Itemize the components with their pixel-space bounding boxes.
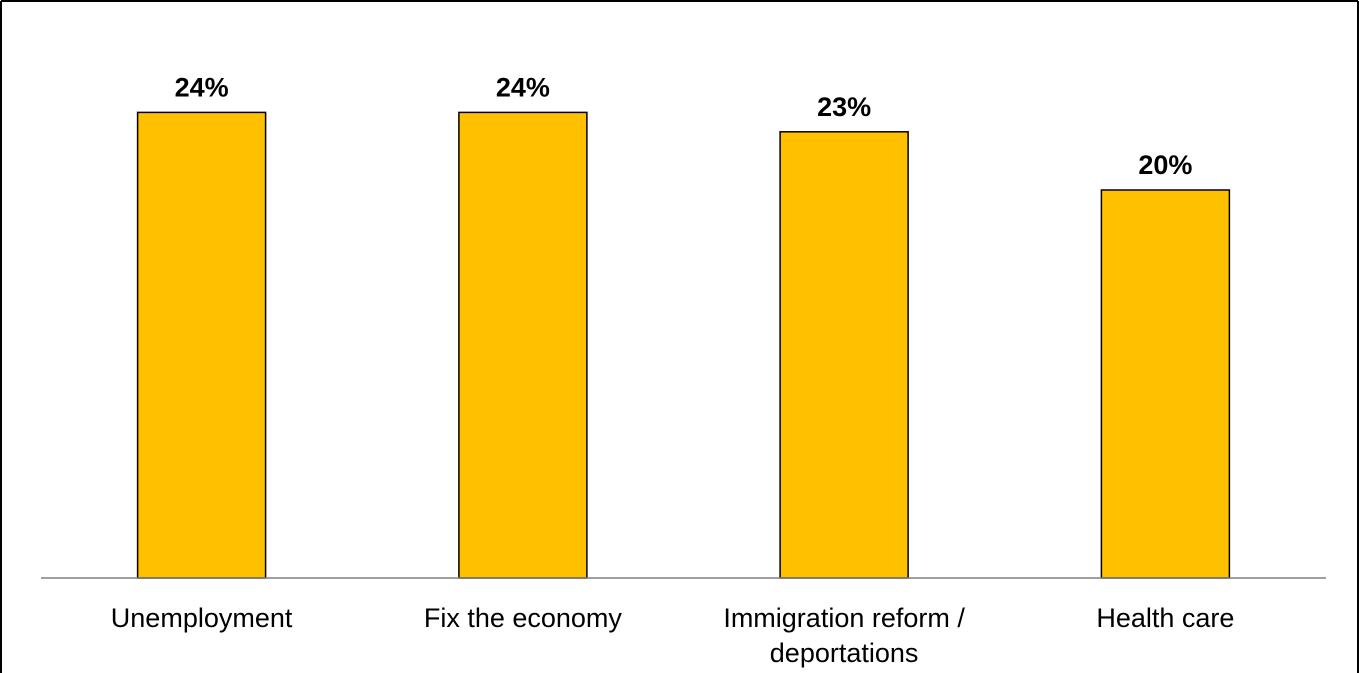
data-label-1: 24% [175, 72, 229, 102]
category-label-line: Health care [1096, 603, 1234, 633]
bar-3 [779, 131, 909, 579]
bar-1 [136, 111, 267, 579]
data-label-3: 23% [817, 92, 871, 122]
category-label-line: Unemployment [111, 603, 293, 633]
category-label-3: Immigration reform / deportations [723, 603, 965, 668]
category-label-2: Fix the economy [424, 603, 623, 633]
category-label-line: Fix the economy [424, 603, 623, 633]
bar-2 [458, 111, 588, 579]
category-label-line: deportations [770, 638, 919, 668]
category-label-4: Health care [1096, 603, 1234, 633]
bar-4 [1100, 189, 1231, 579]
data-label-4: 20% [1138, 150, 1192, 180]
bars-layer [136, 111, 1231, 579]
category-label-1: Unemployment [111, 603, 293, 633]
category-label-line: Immigration reform / [723, 603, 965, 633]
labels-layer: 24% Unemployment 24% Fix the economy 23% Immi… [111, 72, 1235, 668]
data-label-2: 24% [496, 72, 550, 102]
